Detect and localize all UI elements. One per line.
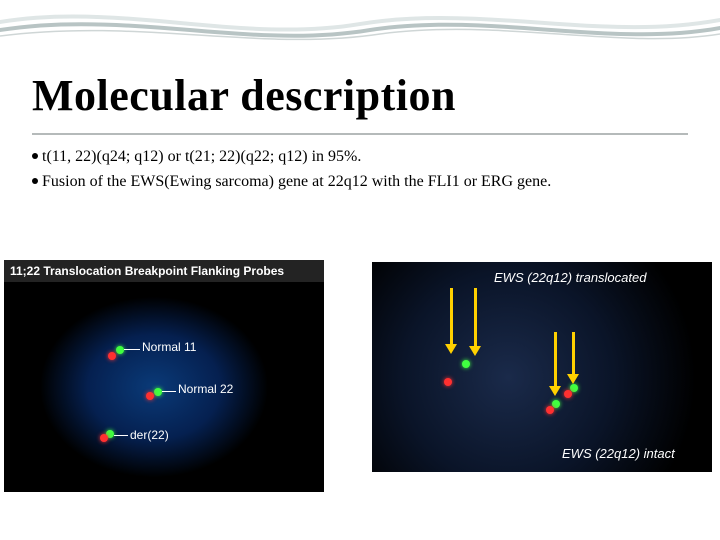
- bullet-text: Fusion of the EWS(Ewing sarcoma) gene at…: [42, 170, 551, 193]
- left-panel-banner: 11;22 Translocation Breakpoint Flanking …: [4, 260, 324, 282]
- fish-image-left: 11;22 Translocation Breakpoint Flanking …: [4, 260, 324, 492]
- right-label-intact: EWS (22q12) intact: [562, 446, 675, 461]
- fish-label-der22: der(22): [130, 428, 169, 442]
- bullet-item: Fusion of the EWS(Ewing sarcoma) gene at…: [32, 170, 688, 193]
- probe-dot-green: [154, 388, 162, 396]
- connector-line: [114, 435, 128, 436]
- bullet-dot-icon: [32, 153, 38, 159]
- probe-dot-red: [100, 434, 108, 442]
- arrow-icon: [474, 288, 477, 348]
- slide-title: Molecular description: [32, 70, 688, 121]
- probe-dot-green: [116, 346, 124, 354]
- fish-image-right: EWS (22q12) translocated EWS (22q12) int…: [372, 262, 712, 472]
- bullet-dot-icon: [32, 178, 38, 184]
- arrow-icon: [554, 332, 557, 388]
- fish-cell-nucleus: [24, 292, 284, 482]
- arrow-icon: [572, 332, 575, 376]
- connector-line: [162, 391, 176, 392]
- right-panel-background: [372, 262, 712, 472]
- bullet-text: t(11, 22)(q24; q12) or t(21; 22)(q22; q1…: [42, 145, 361, 168]
- arrow-icon: [450, 288, 453, 346]
- fish-label-normal22: Normal 22: [178, 382, 233, 396]
- fish-label-normal11: Normal 11: [142, 340, 196, 354]
- probe-dot-red: [546, 406, 554, 414]
- connector-line: [124, 349, 140, 350]
- probe-dot-green: [462, 360, 470, 368]
- bullet-item: t(11, 22)(q24; q12) or t(21; 22)(q22; q1…: [32, 145, 688, 168]
- bullet-list: t(11, 22)(q24; q12) or t(21; 22)(q22; q1…: [32, 145, 688, 193]
- decorative-wave: [0, 0, 720, 48]
- title-underline: [32, 133, 688, 135]
- probe-dot-red: [564, 390, 572, 398]
- probe-dot-red: [444, 378, 452, 386]
- probe-dot-red: [146, 392, 154, 400]
- probe-dot-red: [108, 352, 116, 360]
- right-label-translocated: EWS (22q12) translocated: [494, 270, 646, 285]
